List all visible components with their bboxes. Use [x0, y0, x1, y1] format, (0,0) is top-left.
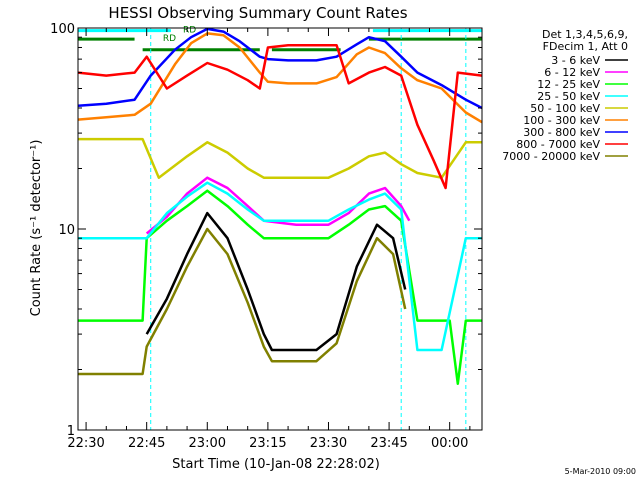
annotation-1: RD: [183, 25, 196, 35]
chart-title: HESSI Observing Summary Count Rates: [108, 4, 407, 22]
legend-label-5: 100 - 300 keV: [523, 114, 600, 127]
plot-area: RD RD: [77, 25, 483, 431]
legend-header-1: FDecim 1, Att 0: [543, 40, 628, 53]
x-tick-label-5: 23:45: [370, 436, 407, 451]
legend-label-0: 3 - 6 keV: [551, 54, 600, 67]
series-line-8: [78, 227, 407, 376]
series-line-1: [145, 176, 411, 235]
flag-lines: [78, 29, 482, 52]
x-tick-label-3: 23:15: [249, 436, 286, 451]
x-axis-label: Start Time (10-Jan-08 22:28:02): [172, 457, 380, 472]
x-tick-label-1: 22:45: [128, 436, 165, 451]
y-tick-label-0: 1: [67, 424, 75, 439]
y-axis: 1 10 100: [50, 22, 482, 439]
legend-label-1: 6 - 12 keV: [544, 66, 600, 79]
legend-label-3: 25 - 50 keV: [537, 90, 600, 103]
x-tick-label-4: 23:30: [310, 436, 347, 451]
legend-label-4: 50 - 100 keV: [530, 102, 600, 115]
series-line-3: [78, 181, 482, 352]
legend: Det 1,3,4,5,6,9,FDecim 1, Att 03 - 6 keV…: [502, 28, 628, 163]
series-line-7: [77, 44, 483, 190]
y-tick-label-1: 10: [58, 223, 75, 238]
x-tick-label-0: 22:30: [67, 436, 104, 451]
legend-label-8: 7000 - 20000 keV: [502, 150, 600, 163]
series-line-2: [78, 189, 482, 385]
legend-label-7: 800 - 7000 keV: [516, 138, 600, 151]
series-line-4: [78, 137, 482, 179]
series-line-0: [145, 211, 407, 352]
y-tick-label-2: 100: [50, 22, 75, 37]
legend-label-6: 300 - 800 keV: [523, 126, 600, 139]
legend-label-2: 12 - 25 keV: [537, 78, 600, 91]
series-layer: [77, 27, 483, 385]
legend-header-0: Det 1,3,4,5,6,9,: [542, 28, 628, 41]
annotation-0: RD: [163, 34, 176, 44]
vertical-marker-lines: [150, 28, 467, 430]
x-axis: 22:30 22:45 23:00 23:15 23:30 23:45 00:00: [67, 28, 471, 451]
annotation-layer: RD RD: [163, 25, 196, 44]
x-tick-label-2: 23:00: [189, 436, 226, 451]
y-axis-label: Count Rate (s⁻¹ detector⁻¹): [29, 140, 44, 317]
x-tick-label-6: 00:00: [431, 436, 468, 451]
series-line-6: [77, 27, 483, 110]
footer-date: 5-Mar-2010 09:00: [565, 467, 636, 476]
